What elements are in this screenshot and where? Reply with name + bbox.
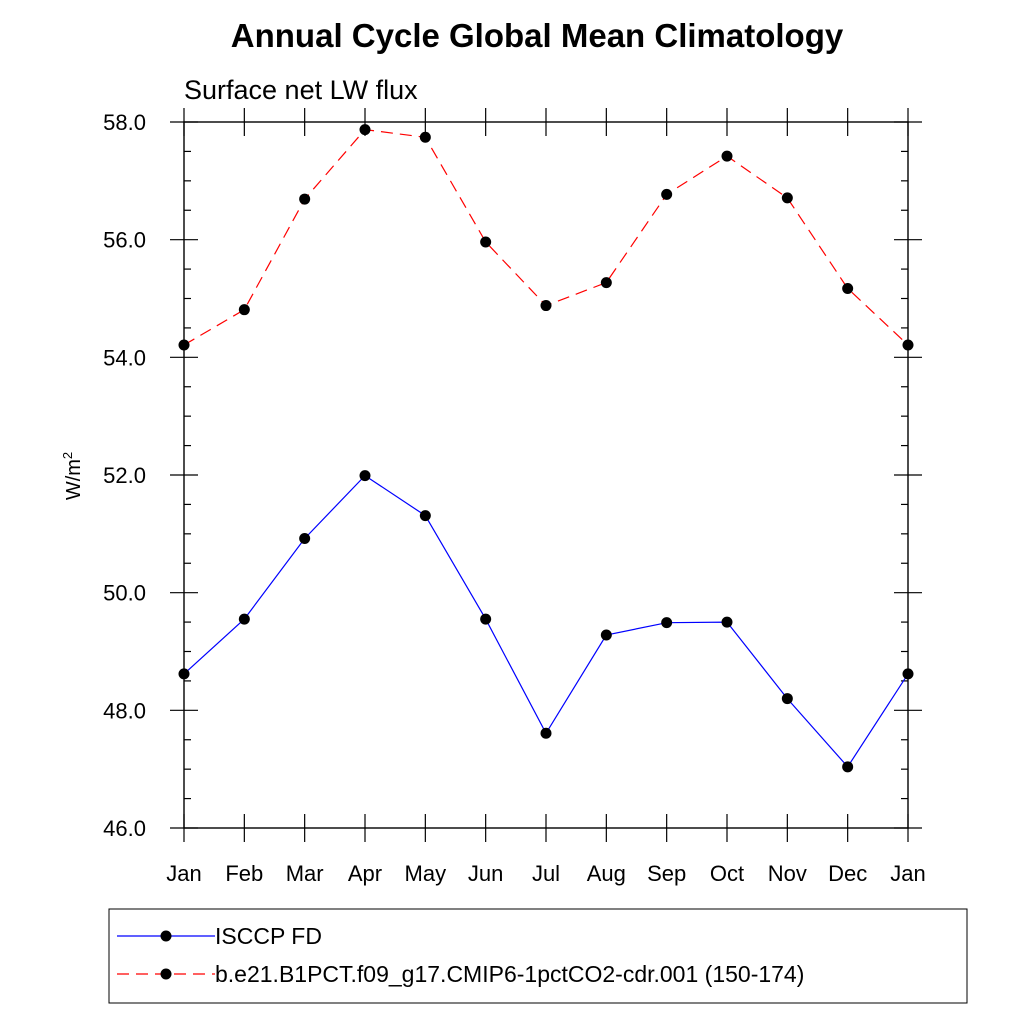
data-point-series-1	[359, 470, 371, 482]
y-tick-label: 50.0	[103, 581, 146, 606]
data-point-series-2	[842, 282, 854, 294]
x-tick-label: Feb	[225, 861, 263, 886]
data-point-series-1	[721, 616, 733, 628]
data-point-series-1	[902, 668, 914, 680]
x-tick-label: Sep	[647, 861, 686, 886]
x-tick-label: Jul	[532, 861, 560, 886]
data-point-series-2	[600, 277, 612, 289]
legend-marker-1	[160, 930, 172, 942]
data-point-series-2	[540, 300, 552, 312]
x-tick-label: Nov	[768, 861, 807, 886]
data-point-series-2	[419, 131, 431, 143]
data-point-series-2	[902, 339, 914, 351]
y-tick-label: 48.0	[103, 698, 146, 723]
y-axis-label: W/m2	[60, 452, 85, 500]
legend: ISCCP FD b.e21.B1PCT.f09_g17.CMIP6-1pctCO…	[108, 908, 968, 1004]
data-point-series-2	[781, 192, 793, 204]
y-tick-label: 58.0	[103, 110, 146, 135]
x-tick-label: Oct	[710, 861, 744, 886]
x-tick-label: Dec	[828, 861, 867, 886]
x-tick-label: Mar	[286, 861, 324, 886]
y-axis-label-text: W/m	[63, 459, 85, 500]
data-point-series-2	[721, 150, 733, 162]
data-point-series-1	[661, 617, 673, 629]
legend-marker-2	[160, 968, 172, 980]
data-point-series-2	[178, 339, 190, 351]
x-tick-label: Jan	[166, 861, 201, 886]
y-tick-label: 52.0	[103, 463, 146, 488]
x-tick-label: Apr	[348, 861, 382, 886]
data-point-series-1	[480, 613, 492, 625]
legend-label-1: ISCCP FD	[215, 923, 322, 949]
x-tick-label: Jun	[468, 861, 503, 886]
data-point-series-1	[781, 693, 793, 705]
data-point-series-2	[480, 236, 492, 248]
y-tick-label: 56.0	[103, 228, 146, 253]
series-line-1	[183, 474, 909, 768]
data-point-series-1	[540, 727, 552, 739]
data-point-series-1	[238, 613, 250, 625]
series-line-2	[183, 128, 909, 346]
data-point-series-1	[178, 668, 190, 680]
data-point-series-1	[842, 761, 854, 773]
y-tick-label: 54.0	[103, 345, 146, 370]
chart-title: Annual Cycle Global Mean Climatology	[231, 17, 844, 54]
data-point-series-2	[238, 304, 250, 316]
data-point-series-2	[359, 124, 371, 136]
legend-label-2: b.e21.B1PCT.f09_g17.CMIP6-1pctCO2-cdr.00…	[215, 961, 804, 987]
data-point-series-1	[419, 510, 431, 522]
legend-box	[108, 908, 968, 1004]
y-axis-label-superscript: 2	[60, 452, 75, 459]
x-tick-label: Jan	[890, 861, 925, 886]
x-tick-label: Aug	[587, 861, 626, 886]
data-point-series-2	[661, 188, 673, 200]
data-point-series-2	[299, 193, 311, 205]
x-tick-label: May	[405, 861, 447, 886]
chart-subtitle: Surface net LW flux	[184, 75, 418, 105]
data-point-series-1	[299, 533, 311, 545]
plot-frame	[183, 121, 909, 829]
data-point-series-1	[600, 629, 612, 641]
y-tick-label: 46.0	[103, 816, 146, 841]
plot-area: 46.0 48.0 50.0 52.0 54.0 56.0 58.0 Jan Feb Mar Apr…	[103, 108, 926, 886]
